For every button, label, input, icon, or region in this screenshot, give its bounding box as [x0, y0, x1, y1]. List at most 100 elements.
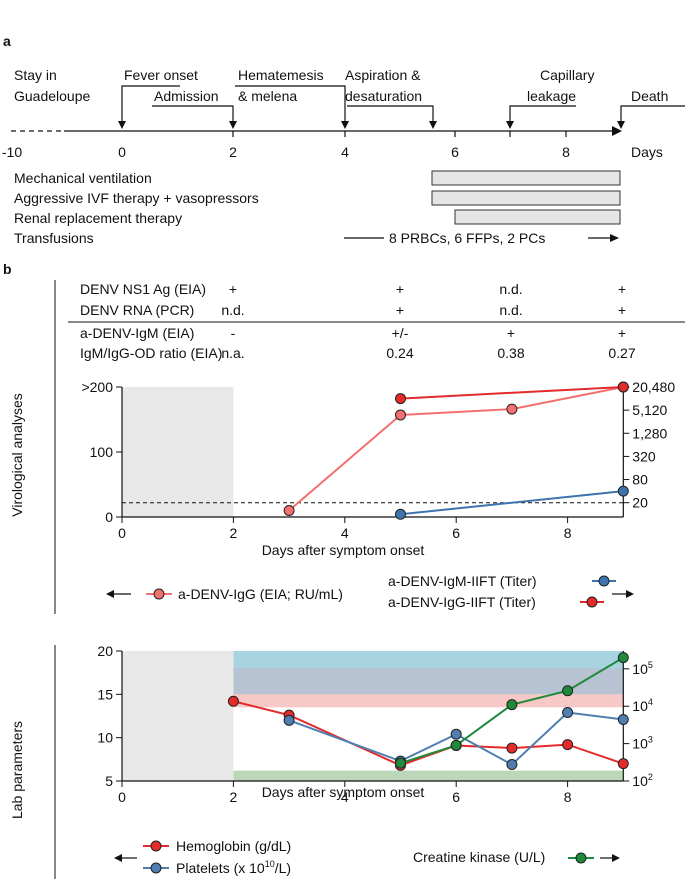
- side-label-virological: Virological analyses: [9, 393, 25, 516]
- row-rna-v3: +: [618, 302, 626, 318]
- band-ck-normal: [233, 770, 624, 781]
- vir-x-tick-label: 0: [118, 525, 126, 541]
- lab-legend-left-arrowhead: [114, 854, 122, 862]
- vir-left-tick-label: 100: [90, 444, 114, 460]
- transfusion-arrowhead: [610, 234, 619, 242]
- event-fever-line1: Fever onset: [124, 67, 198, 83]
- legend-hemoglobin-label: Hemoglobin (g/dL): [176, 838, 291, 854]
- lab-right-tick-label: 105: [632, 660, 653, 677]
- timeline-arrowhead: [612, 126, 622, 136]
- tick-m10: -10: [2, 144, 22, 160]
- row-rna-v1: +: [396, 302, 404, 318]
- lab-series-point-0: [562, 739, 574, 751]
- row-ns1-v2: n.d.: [499, 281, 522, 297]
- tick-0: 0: [118, 144, 126, 160]
- vir-x-tick-label: 6: [452, 525, 460, 541]
- event-arrowheads: [118, 121, 625, 129]
- lab-left-tick-label: 10: [97, 730, 113, 746]
- lab-x-tick-label: 0: [118, 789, 126, 805]
- vir-x-tick-label: 8: [564, 525, 572, 541]
- vir-left-tick-label: 0: [105, 509, 113, 525]
- band-overlap: [233, 668, 624, 695]
- lab-left-tick-label: 5: [105, 773, 113, 789]
- row-ratio-name: IgM/IgG-OD ratio (EIA): [80, 345, 222, 361]
- event-cap-line1: Capillary: [540, 67, 594, 83]
- vir-series-point-0: [395, 409, 406, 421]
- row-ns1-v1: +: [396, 281, 404, 297]
- panel-b-label: b: [3, 261, 12, 277]
- row-rna-name: DENV RNA (PCR): [80, 302, 194, 318]
- virological-xlabel: Days after symptom onset: [262, 542, 425, 558]
- virological-axes: 0 100 >200 20 80 320 1,280 5,120 20,480 0 2 4 6 8: [81, 379, 675, 541]
- bracket-capillary: [509, 105, 576, 124]
- row-ratio-v2: 0.38: [497, 345, 524, 361]
- transfusion-text: 8 PRBCs, 6 FFPs, 2 PCs: [389, 230, 545, 246]
- legend-platelets-label: Platelets (x 1010/L): [176, 859, 291, 876]
- lab-x-tick-label: 6: [452, 789, 460, 805]
- vir-series-point-2: [617, 485, 629, 497]
- event-asp-line1: Aspiration &: [345, 67, 421, 83]
- vir-right-tick-label: 20,480: [632, 379, 675, 395]
- serology-table: DENV NS1 Ag (EIA) + + n.d. + DENV RNA (P…: [68, 281, 685, 361]
- event-fever-line2: Admission: [154, 88, 219, 104]
- band-hemoglobin-normal: [233, 694, 624, 708]
- lab-series-point-1: [283, 714, 295, 726]
- lab-series-point-2: [562, 685, 574, 697]
- vir-x-tick-label: 2: [230, 525, 238, 541]
- legend-igg-iift-label: a-DENV-IgG-IIFT (Titer): [388, 594, 536, 610]
- lab-series-point-1: [562, 707, 574, 719]
- lab-series: [227, 652, 629, 771]
- row-igm-v3: +: [618, 325, 626, 341]
- therapy-rrt: Renal replacement therapy: [14, 210, 182, 226]
- legend-igm-iift-label: a-DENV-IgM-IIFT (Titer): [388, 573, 537, 589]
- lab-series-point-1: [450, 728, 462, 740]
- virological-shaded-region: [122, 387, 234, 517]
- vir-series-point-0: [506, 403, 518, 415]
- axis-unit-days: Days: [631, 144, 663, 160]
- bracket-aspiration: [347, 105, 434, 124]
- vir-x-tick-label: 4: [341, 525, 349, 541]
- panel-a-label: a: [3, 33, 11, 49]
- lab-series-point-0: [617, 758, 629, 770]
- vir-right-tick-label: 1,280: [632, 425, 667, 441]
- legend-ck-label: Creatine kinase (U/L): [413, 849, 545, 865]
- vir-series-point-1: [617, 381, 629, 393]
- therapies: Mechanical ventilation Aggressive IVF th…: [14, 170, 621, 246]
- bar-mech-vent: [431, 170, 621, 186]
- row-ratio-v0: n.a.: [221, 345, 244, 361]
- lab-series-point-2: [506, 699, 518, 711]
- vir-right-tick-label: 320: [632, 448, 656, 464]
- vir-series-point-0: [283, 505, 295, 516]
- lab-series-point-2: [395, 757, 406, 769]
- legend-ck-marker: [575, 852, 587, 864]
- timeline-ticks: [232, 131, 567, 137]
- event-stay-line2: Guadeloupe: [14, 88, 91, 104]
- vir-right-tick-label: 80: [632, 472, 648, 488]
- row-igm-name: a-DENV-IgM (EIA): [80, 325, 194, 341]
- vir-series-line-1: [400, 386, 624, 400]
- event-hema-line1: Hematemesis: [238, 67, 324, 83]
- legend-hemoglobin-marker: [150, 840, 162, 852]
- virological-legend: a-DENV-IgG (EIA; RU/mL) a-DENV-IgM-IIFT …: [106, 573, 634, 610]
- row-rna-v2: n.d.: [499, 302, 522, 318]
- lab-x-tick-label: 8: [564, 789, 572, 805]
- row-ns1-name: DENV NS1 Ag (EIA): [80, 281, 206, 297]
- side-label-lab: Lab parameters: [9, 721, 25, 819]
- bracket-death: [620, 105, 685, 124]
- timeline-events: Stay in Guadeloupe Fever onset Admission…: [14, 67, 668, 104]
- vir-series-line-0: [288, 386, 624, 512]
- lab-shaded-region: [122, 651, 234, 781]
- lab-series-point-2: [450, 739, 462, 751]
- legend-left-arrowhead: [106, 590, 114, 598]
- vir-left-tick-label: >200: [81, 379, 113, 395]
- row-ns1-v3: +: [618, 281, 626, 297]
- vir-series-point-2: [395, 508, 406, 520]
- vir-right-tick-label: 5,120: [632, 402, 667, 418]
- lab-series-point-2: [617, 652, 629, 664]
- legend-platelets-marker: [150, 862, 162, 874]
- lab-right-tick-label: 103: [632, 735, 653, 752]
- row-ns1-v0: +: [229, 281, 237, 297]
- bar-rrt: [454, 209, 621, 225]
- lab-x-tick-label: 2: [230, 789, 238, 805]
- tick-8: 8: [562, 144, 570, 160]
